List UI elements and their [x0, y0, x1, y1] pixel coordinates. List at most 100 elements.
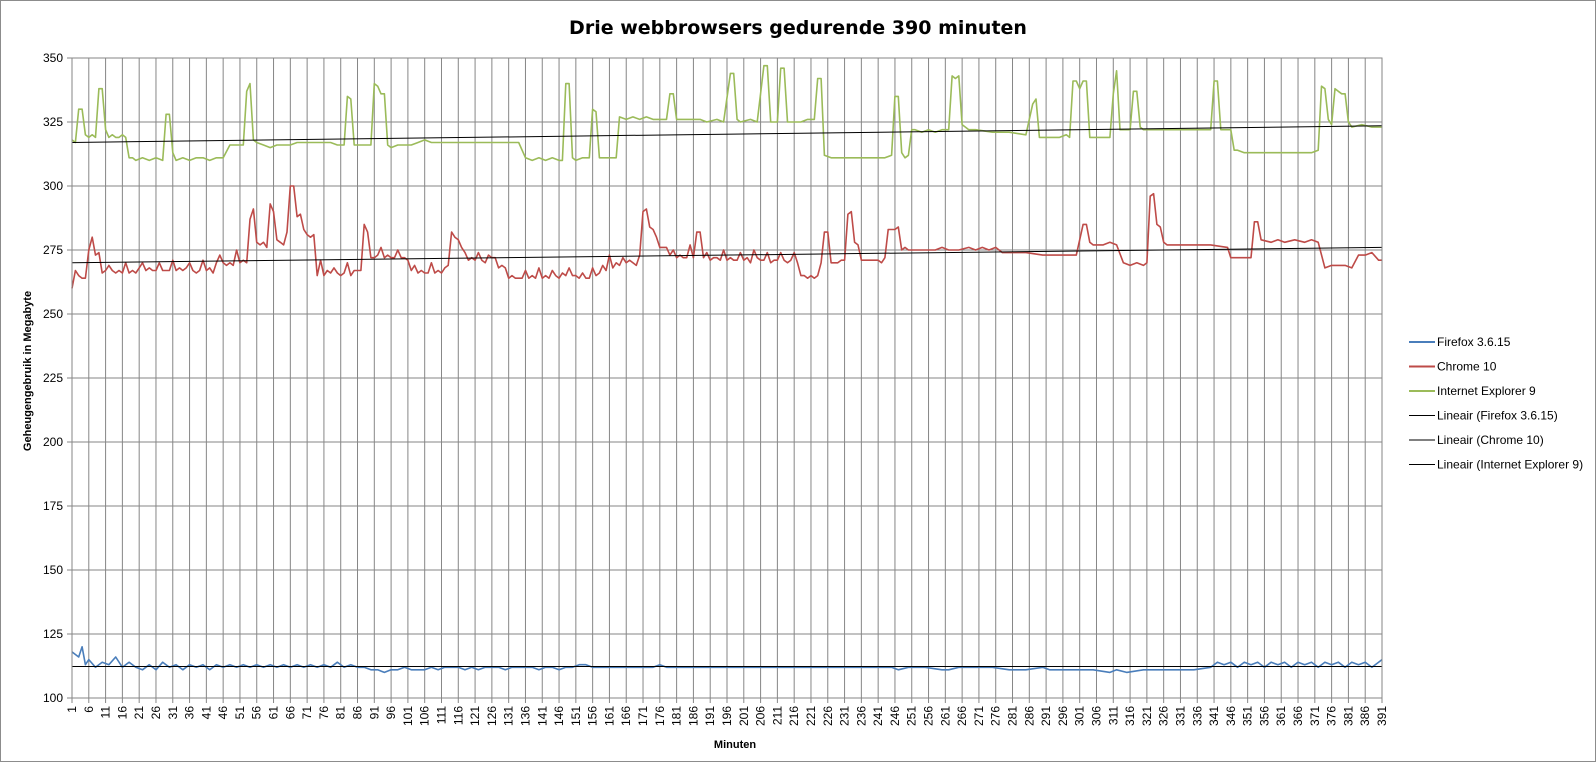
x-tick-label: 81	[334, 706, 348, 720]
x-tick-label: 381	[1341, 706, 1355, 726]
x-tick-label: 371	[1308, 706, 1322, 726]
x-tick-label: 256	[922, 706, 936, 726]
x-tick-label: 356	[1257, 706, 1271, 726]
series-lines	[71, 64, 1383, 674]
x-tick-label: 386	[1358, 706, 1372, 726]
x-tick-label: 156	[586, 706, 600, 726]
x-tick-label: 321	[1140, 706, 1154, 726]
x-tick-label: 51	[233, 706, 247, 720]
x-tick-label: 61	[267, 706, 281, 720]
x-tick-label: 221	[804, 706, 818, 726]
x-tick-label: 211	[770, 706, 784, 725]
x-tick-label: 311	[1106, 706, 1120, 725]
y-axis-ticks: 100 125 150 175 200 225 250 275 300 325 350	[43, 51, 72, 705]
legend-label: Internet Explorer 9	[1437, 384, 1536, 398]
x-tick-label: 56	[250, 706, 264, 720]
x-tick-label: 251	[905, 706, 919, 726]
legend-label: Chrome 10	[1437, 360, 1497, 374]
x-tick-label: 301	[1073, 706, 1087, 726]
x-tick-label: 351	[1241, 706, 1255, 726]
series-line-3	[71, 64, 1382, 162]
x-tick-label: 306	[1089, 706, 1103, 726]
x-tick-label: 216	[787, 706, 801, 726]
x-tick-label: 86	[351, 706, 365, 720]
x-tick-label: 196	[720, 706, 734, 726]
y-tick-label: 200	[43, 435, 63, 449]
x-tick-label: 191	[703, 706, 717, 726]
x-tick-label: 71	[300, 706, 314, 720]
x-tick-label: 186	[686, 706, 700, 726]
series-line-1	[71, 645, 1383, 674]
x-tick-label: 206	[754, 706, 768, 726]
x-tick-label: 101	[401, 706, 415, 726]
x-tick-label: 6	[82, 706, 96, 713]
x-tick-label: 276	[989, 706, 1003, 726]
y-tick-label: 350	[43, 51, 63, 65]
x-tick-label: 391	[1375, 706, 1389, 726]
x-tick-label: 336	[1190, 706, 1204, 726]
x-tick-label: 176	[653, 706, 667, 726]
x-tick-label: 171	[636, 706, 650, 726]
legend-label: Lineair (Firefox 3.6.15)	[1437, 409, 1558, 423]
x-tick-label: 226	[821, 706, 835, 726]
plot-border	[71, 57, 1383, 699]
x-tick-label: 141	[535, 706, 549, 726]
y-tick-label: 300	[43, 179, 63, 193]
x-tick-label: 236	[854, 706, 868, 726]
chart-title: Drie webbrowsers gedurende 390 minuten	[569, 17, 1027, 39]
y-tick-label: 250	[43, 307, 63, 321]
y-tick-label: 225	[43, 371, 63, 385]
x-tick-label: 266	[955, 706, 969, 726]
x-tick-label: 366	[1291, 706, 1305, 726]
x-tick-label: 41	[199, 706, 213, 720]
x-tick-label: 291	[1039, 706, 1053, 726]
x-tick-label: 166	[619, 706, 633, 726]
x-tick-label: 231	[838, 706, 852, 726]
x-tick-label: 331	[1173, 706, 1187, 726]
x-tick-label: 376	[1325, 706, 1339, 726]
x-tick-label: 111	[434, 706, 448, 725]
x-tick-label: 106	[418, 706, 432, 726]
x-tick-label: 286	[1022, 706, 1036, 726]
x-tick-label: 161	[602, 706, 616, 726]
x-tick-label: 241	[871, 706, 885, 726]
x-tick-label: 76	[317, 706, 331, 720]
x-tick-label: 1	[65, 706, 79, 713]
x-tick-label: 96	[384, 706, 398, 720]
y-tick-label: 325	[43, 115, 63, 129]
y-tick-label: 100	[43, 691, 63, 705]
x-tick-label: 31	[166, 706, 180, 720]
x-tick-label: 181	[670, 706, 684, 726]
x-tick-label: 296	[1056, 706, 1070, 726]
y-tick-label: 175	[43, 499, 63, 513]
x-tick-label: 151	[569, 706, 583, 726]
x-tick-label: 26	[149, 706, 163, 720]
series-line-6	[71, 125, 1383, 143]
x-tick-label: 261	[938, 706, 952, 726]
x-tick-label: 146	[552, 706, 566, 726]
y-tick-label: 150	[43, 563, 63, 577]
x-tick-label: 281	[1006, 706, 1020, 726]
x-tick-label: 136	[518, 706, 532, 726]
x-tick-label: 201	[737, 706, 751, 726]
legend: Firefox 3.6.15 Chrome 10 Internet Explorer…	[1409, 335, 1583, 472]
legend-label: Lineair (Internet Explorer 9)	[1437, 458, 1583, 472]
legend-label: Lineair (Chrome 10)	[1437, 433, 1544, 447]
x-tick-label: 126	[485, 706, 499, 726]
x-tick-label: 326	[1157, 706, 1171, 726]
x-tick-label: 341	[1207, 706, 1221, 726]
legend-label: Firefox 3.6.15	[1437, 335, 1511, 349]
x-tick-label: 16	[115, 706, 129, 720]
x-axis-ticks: 1 6 11 16 21 26 31 36 41 46 51 56 61 66 71 76 81 86 91 96 10…	[65, 698, 1389, 726]
y-axis-title: Geheugengebruik in Megabyte	[22, 291, 34, 451]
series-line-5	[71, 246, 1383, 264]
x-tick-label: 361	[1274, 706, 1288, 726]
x-tick-label: 116	[451, 706, 465, 725]
x-tick-label: 121	[468, 706, 482, 726]
x-tick-label: 11	[99, 706, 113, 719]
x-tick-label: 131	[502, 706, 516, 726]
x-tick-label: 316	[1123, 706, 1137, 726]
x-tick-label: 21	[132, 706, 146, 720]
